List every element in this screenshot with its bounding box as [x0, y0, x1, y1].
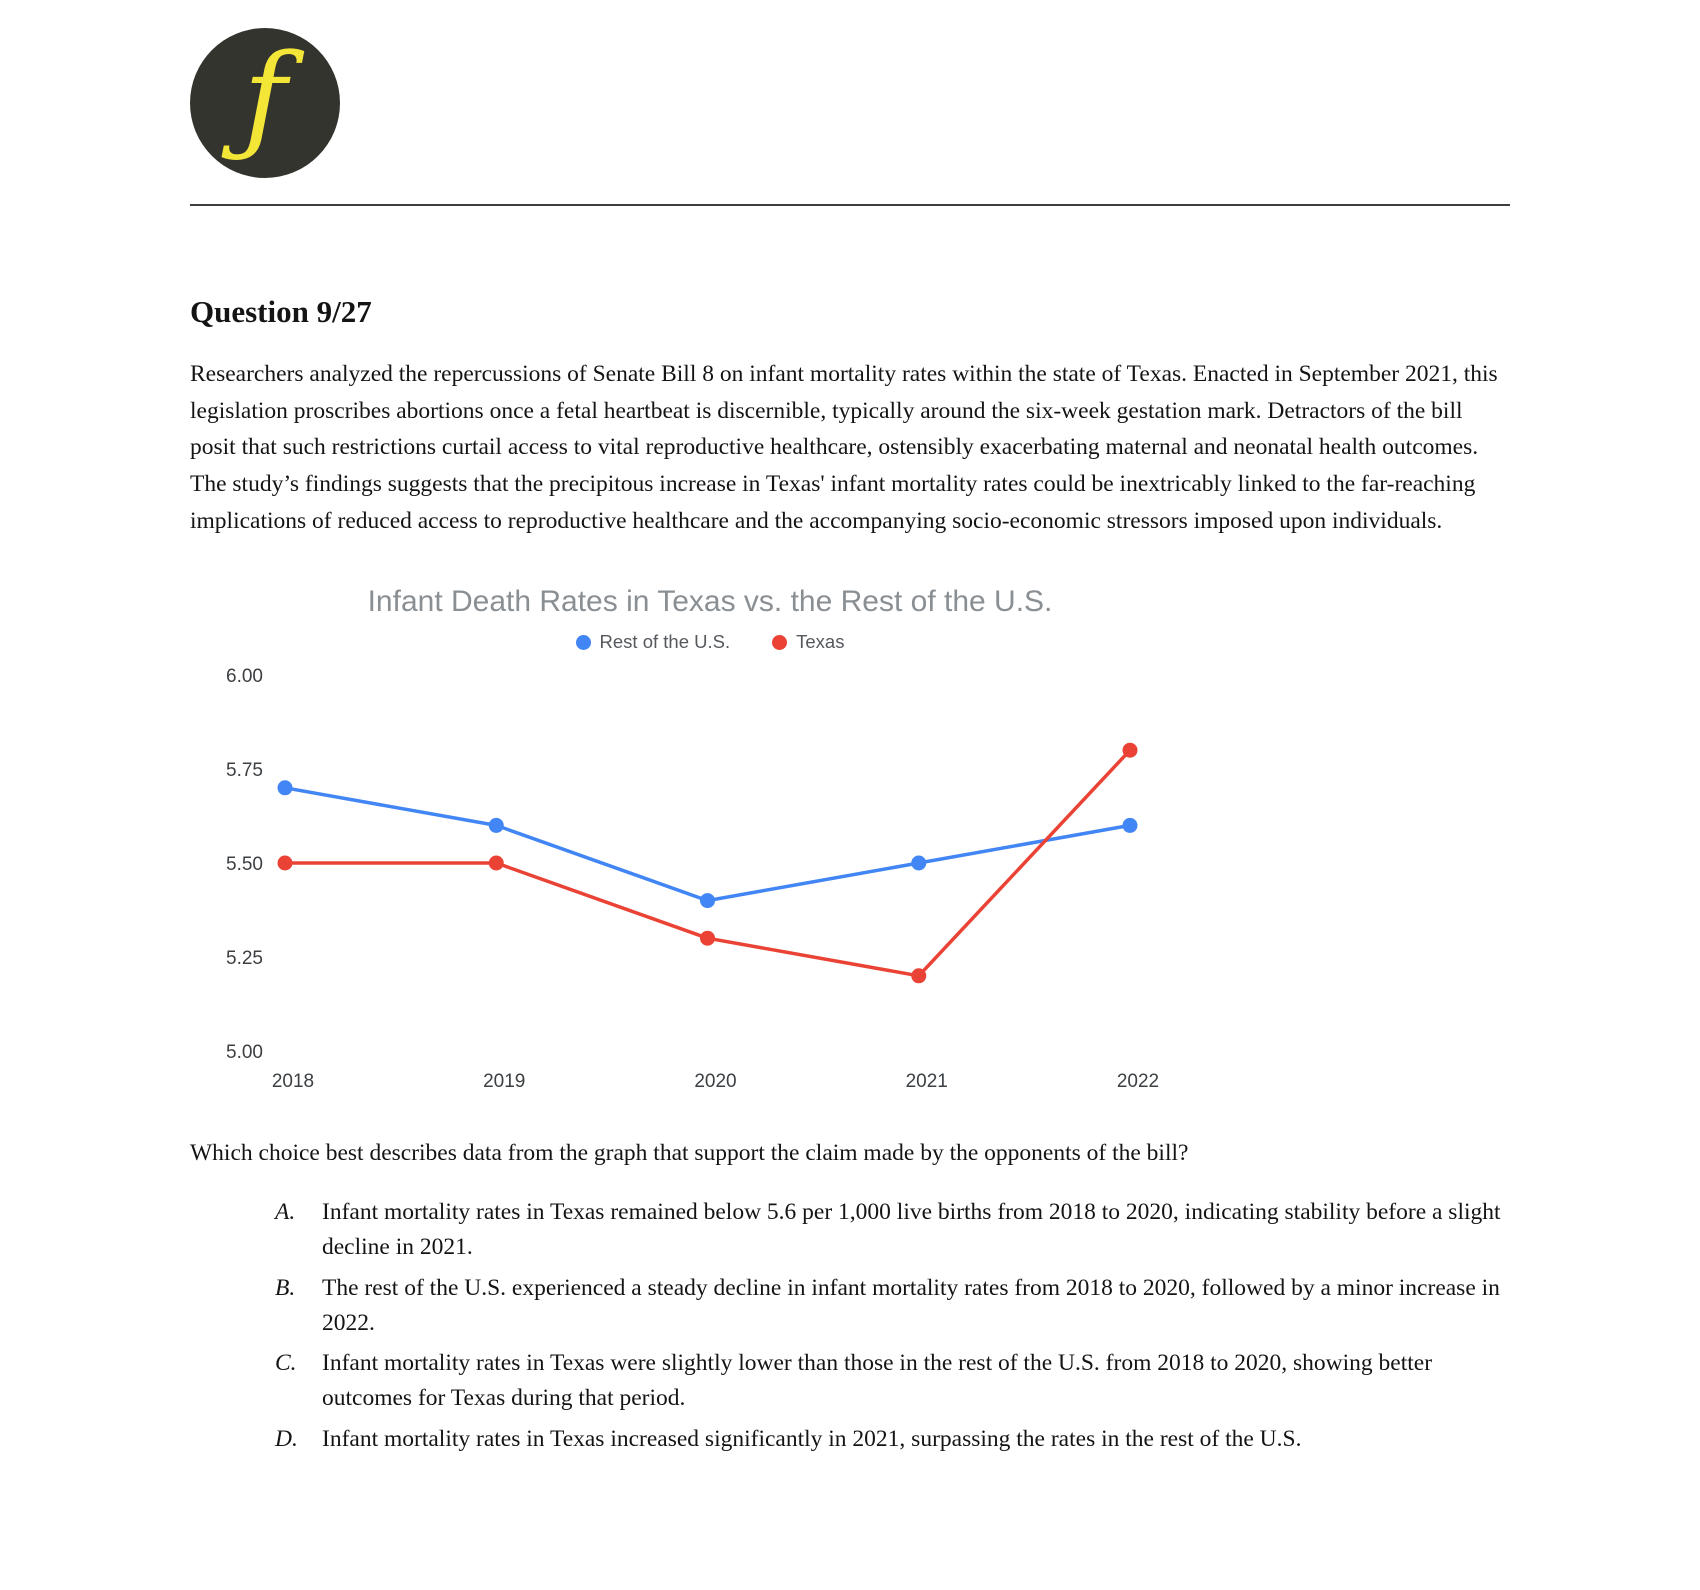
- script-letter-icon: ƒ: [243, 28, 287, 166]
- legend-dot-red: [772, 634, 788, 650]
- legend-label: Rest of the U.S.: [599, 631, 731, 653]
- choice-text: Infant mortality rates in Texas were sli…: [322, 1350, 1433, 1412]
- legend-dot-blue: [575, 634, 591, 650]
- svg-text:2019: 2019: [483, 1071, 525, 1092]
- legend-item-texas: Texas: [772, 631, 844, 653]
- answer-choices: A. Infant mortality rates in Texas remai…: [190, 1195, 1510, 1457]
- chart-legend: Rest of the U.S. Texas: [190, 631, 1230, 653]
- svg-text:5.00: 5.00: [226, 1042, 263, 1063]
- choice-b[interactable]: B. The rest of the U.S. experienced a st…: [190, 1271, 1510, 1342]
- line-chart: 6.00 5.75 5.50 5.25 5.00 2018 2019 2020 2021 2022: [226, 666, 1159, 1092]
- question-prompt: Which choice best describes data from th…: [190, 1140, 1189, 1167]
- choice-text: The rest of the U.S. experienced a stead…: [322, 1274, 1500, 1336]
- choice-a[interactable]: A. Infant mortality rates in Texas remai…: [190, 1195, 1510, 1266]
- choice-text: Infant mortality rates in Texas remained…: [322, 1199, 1501, 1261]
- svg-text:5.75: 5.75: [226, 760, 263, 781]
- choice-letter: A.: [275, 1199, 296, 1226]
- svg-text:6.00: 6.00: [226, 666, 263, 687]
- chart-header: Infant Death Rates in Texas vs. the Rest…: [190, 585, 1230, 653]
- question-heading: Question 9/27: [190, 294, 372, 329]
- svg-text:2018: 2018: [272, 1071, 314, 1092]
- choice-letter: D.: [275, 1425, 298, 1452]
- svg-text:2022: 2022: [1117, 1071, 1159, 1092]
- choice-c[interactable]: C. Infant mortality rates in Texas were …: [190, 1346, 1510, 1417]
- question-passage: Researchers analyzed the repercussions o…: [190, 361, 1498, 534]
- chart-container: Infant Death Rates in Texas vs. the Rest…: [190, 585, 1250, 1110]
- svg-text:2020: 2020: [694, 1071, 736, 1092]
- logo: ƒ: [190, 28, 340, 178]
- choice-letter: B.: [275, 1274, 296, 1301]
- svg-text:5.25: 5.25: [226, 948, 263, 969]
- svg-text:5.50: 5.50: [226, 854, 263, 875]
- legend-item-rest-of-us: Rest of the U.S.: [575, 631, 731, 653]
- svg-text:2021: 2021: [906, 1071, 948, 1092]
- choice-d[interactable]: D. Infant mortality rates in Texas incre…: [190, 1422, 1510, 1457]
- chart-title: Infant Death Rates in Texas vs. the Rest…: [367, 585, 1053, 619]
- header-divider: [190, 204, 1510, 206]
- choice-letter: C.: [275, 1350, 297, 1377]
- choice-text: Infant mortality rates in Texas increase…: [322, 1425, 1302, 1452]
- legend-label: Texas: [796, 631, 845, 653]
